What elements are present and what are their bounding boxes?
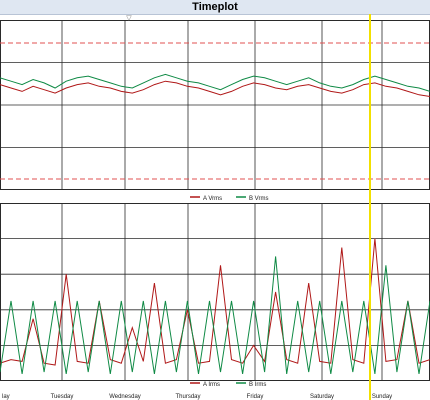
legend-label: A Vrms (203, 196, 222, 202)
current-panel[interactable]: A Irms B Irms lay Tuesday Wednesday Thursday F… (0, 203, 430, 400)
chart-title: Timeplot (192, 1, 238, 13)
x-tick-label: lay (2, 394, 10, 400)
x-tick-label: Wednesday (109, 394, 141, 400)
cursor-overlay: ▽ (126, 14, 371, 400)
legend-label: B Irms (249, 382, 266, 388)
series-line-b (0, 256, 430, 374)
legend: A Vrms B Vrms (190, 196, 268, 202)
title-bar: Timeplot (0, 0, 430, 15)
x-tick-label: Thursday (175, 394, 200, 400)
series-line-b (0, 73, 430, 92)
legend-label: B Vrms (249, 196, 268, 202)
x-tick-label: Tuesday (51, 394, 74, 400)
cursor-marker: ▽ (126, 15, 132, 22)
series-line-a (0, 80, 430, 97)
x-tick-label: Friday (247, 394, 264, 400)
voltage-panel[interactable]: A Vrms B Vrms (0, 20, 430, 202)
legend-label: A Irms (203, 382, 220, 388)
x-tick-label: Saturday (310, 394, 334, 400)
legend: A Irms B Irms (190, 382, 266, 388)
series-line-a (0, 238, 430, 366)
timeplot-chart[interactable]: A Vrms B Vrms A Irms B Irms lay Tuesday Wedne… (0, 14, 430, 400)
plot-frame (0, 203, 430, 381)
x-tick-label: Sunday (372, 394, 392, 400)
